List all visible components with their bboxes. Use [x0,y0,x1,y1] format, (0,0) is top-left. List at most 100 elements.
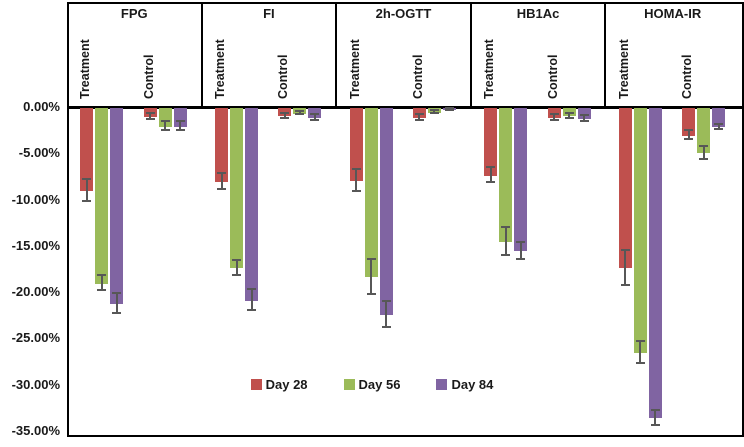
error-bar-cap [145,112,155,115]
panel-label-fpg: FPG [120,6,148,21]
error-bar-line [489,167,492,182]
error-bar-cap [579,114,589,117]
error-bar-line [624,249,627,285]
panel-divider [200,4,203,107]
error-bar-cap [699,144,709,147]
group-label-homa-ir-treatment: Treatment [616,39,631,99]
bar-hb1ac-control-day-28 [547,108,561,119]
error-bar-line [687,130,690,140]
error-bar-cap [175,129,185,132]
legend-swatch-icon [250,379,262,390]
error-bar-cap [97,289,107,292]
legend-item-day-56: Day 56 [343,377,400,392]
error-bar-cap [381,326,391,329]
panel-divider [335,4,338,107]
error-bar-cap [444,108,454,111]
error-bar-cap [232,273,242,276]
y-tick-label: -15.00% [11,237,60,253]
plot-border [67,2,744,437]
y-tick-label: 0.00% [23,99,60,114]
error-bar-cap [501,254,511,257]
panel-divider [469,4,472,107]
error-bar-line [418,114,421,120]
bar-fpg-treatment-day-56 [95,108,109,284]
bar-2h-ogtt-treatment-day-56 [364,108,378,278]
error-bar-cap [620,248,630,251]
error-bar-line [717,123,720,130]
error-bar-cap [635,362,645,365]
error-bar-cap [579,119,589,122]
error-bar-cap [310,118,320,121]
zero-baseline [67,106,742,109]
error-bar-line [433,109,436,114]
error-bar-cap [82,178,92,181]
error-bar-cap [429,112,439,115]
error-bar-cap [217,188,227,191]
error-bar-line [639,341,642,364]
bar-homa-ir-control-day-56 [697,108,711,154]
error-bar-cap [501,226,511,229]
y-tick-label: -5.00% [18,145,60,161]
error-bar-line [385,301,388,328]
error-bar-cap [295,113,305,116]
group-label-homa-ir-control: Control [680,54,695,99]
error-bar-cap [280,117,290,120]
error-bar-cap [97,274,107,277]
bar-hb1ac-control-day-84 [577,108,591,120]
panel-label-2h-ogtt: 2h-OGTT [375,6,432,21]
error-bar-cap [160,119,170,122]
y-tick-label: -30.00% [11,376,60,392]
error-bar-cap [549,118,559,121]
legend: Day 28 Day 56 Day 84 [0,377,744,392]
legend-label: Day 28 [265,377,308,392]
error-bar-cap [247,308,257,311]
group-label-fpg-treatment: Treatment [78,39,93,99]
error-bar-cap [444,106,454,109]
bar-homa-ir-treatment-day-56 [633,108,647,354]
error-bar-cap [381,300,391,303]
error-bar-line [100,275,103,291]
bar-homa-ir-treatment-day-84 [648,108,662,419]
error-bar-line [568,112,571,119]
bar-fi-control-day-84 [308,108,322,119]
group-label-fi-treatment: Treatment [213,39,228,99]
error-bar-line [370,258,373,294]
error-bar-line [313,114,316,120]
error-bar-line [179,120,182,131]
bar-hb1ac-treatment-day-56 [499,108,513,243]
bar-fi-treatment-day-56 [230,108,244,269]
error-bar-cap [175,119,185,122]
error-bar-cap [620,283,630,286]
panel-label-hb1ac: HB1Ac [516,6,560,21]
y-tick-label: -10.00% [11,191,60,207]
legend-item-day-28: Day 28 [250,377,308,392]
bar-fi-treatment-day-84 [245,108,259,301]
error-bar-cap [650,408,660,411]
error-bar-cap [310,113,320,116]
panel-divider [604,4,607,107]
error-bar-cap [366,257,376,260]
group-label-hb1ac-treatment: Treatment [482,39,497,99]
error-bar-line [283,112,286,119]
error-bar-line [583,115,586,121]
error-bar-cap [82,200,92,203]
error-bar-cap [564,111,574,114]
bar-fpg-treatment-day-28 [80,108,94,192]
error-bar-cap [684,129,694,132]
bar-homa-ir-control-day-28 [682,108,696,136]
error-bar-cap [247,288,257,291]
error-bar-cap [486,180,496,183]
error-bar-cap [232,258,242,261]
error-bar-cap [684,138,694,141]
error-bar-cap [414,113,424,116]
panel-label-homa-ir: HOMA-IR [644,6,702,21]
error-bar-line [220,172,223,190]
error-bar-cap [549,113,559,116]
error-bar-cap [635,340,645,343]
error-bar-line [164,120,167,131]
bar-hb1ac-treatment-day-84 [514,108,528,252]
error-bar-cap [486,166,496,169]
error-bar-cap [714,128,724,131]
bar-2h-ogtt-treatment-day-84 [379,108,393,316]
